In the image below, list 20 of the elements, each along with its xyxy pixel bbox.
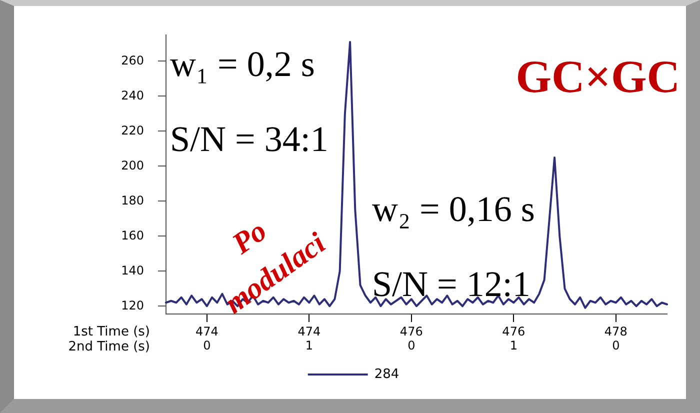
y-tick-label: 260 xyxy=(121,53,144,68)
legend-label: 284 xyxy=(374,366,400,382)
y-tick-label: 160 xyxy=(121,228,144,242)
annotation: w₁ = 0,2 s xyxy=(170,44,315,84)
annotation: GC×GC xyxy=(516,51,680,102)
y-tick-label: 180 xyxy=(121,193,144,208)
annotation: w₂ = 0,16 s xyxy=(372,189,535,229)
y-tick-label: 220 xyxy=(121,123,144,138)
y-tick-label: 140 xyxy=(121,263,144,278)
x-axis-title: 1st Time (s) 2nd Time (s) xyxy=(68,324,150,354)
y-tick-label: 240 xyxy=(121,88,144,102)
y-tick-label: 120 xyxy=(121,298,144,312)
annotation: S/N = 12:1 xyxy=(372,264,530,304)
x-tick-label: 474 0 xyxy=(195,324,218,353)
x-tick-label: 478 0 xyxy=(604,324,628,353)
x-tick-label: 476 1 xyxy=(502,324,526,353)
x-tick-label: 476 0 xyxy=(400,324,423,353)
x-tick-label: 474 1 xyxy=(298,324,321,353)
y-tick-label: 200 xyxy=(121,158,144,172)
annotation: S/N = 34:1 xyxy=(170,119,328,159)
